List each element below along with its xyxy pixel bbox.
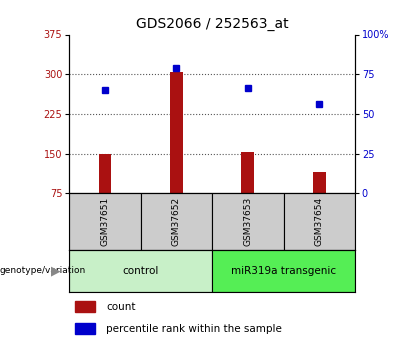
Bar — [69, 250, 212, 292]
Text: percentile rank within the sample: percentile rank within the sample — [106, 324, 282, 334]
Bar — [75, 302, 95, 312]
Text: GSM37653: GSM37653 — [243, 197, 252, 246]
Bar — [212, 193, 284, 250]
Bar — [313, 172, 326, 193]
Text: ▶: ▶ — [51, 264, 61, 277]
Text: GSM37651: GSM37651 — [100, 197, 110, 246]
Text: GSM37652: GSM37652 — [172, 197, 181, 246]
Bar — [170, 71, 183, 193]
Text: count: count — [106, 302, 136, 312]
Bar — [99, 154, 111, 193]
Bar — [241, 152, 254, 193]
Bar — [141, 193, 212, 250]
Bar — [284, 193, 355, 250]
Bar — [69, 193, 141, 250]
Text: GSM37654: GSM37654 — [315, 197, 324, 246]
Text: miR319a transgenic: miR319a transgenic — [231, 266, 336, 276]
Text: control: control — [123, 266, 159, 276]
Bar — [212, 250, 355, 292]
Text: genotype/variation: genotype/variation — [0, 266, 86, 275]
Title: GDS2066 / 252563_at: GDS2066 / 252563_at — [136, 17, 289, 31]
Bar — [75, 323, 95, 334]
